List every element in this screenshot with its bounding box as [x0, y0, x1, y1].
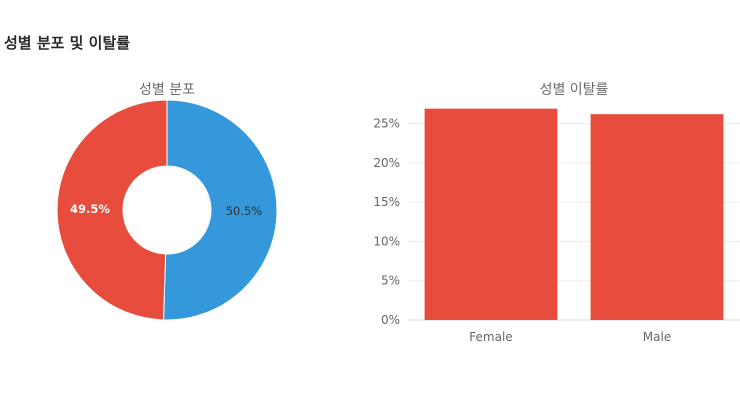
y-tick-label: 25%	[373, 117, 400, 131]
y-tick-label: 0%	[381, 313, 400, 327]
bar-title: 성별 이탈률	[540, 82, 609, 98]
y-tick-label: 15%	[373, 195, 400, 209]
bar-male[interactable]	[590, 114, 724, 321]
y-tick-label: 20%	[373, 156, 400, 170]
page-title: 성별 분포 및 이탈률	[4, 34, 131, 52]
x-tick-label: Male	[643, 330, 671, 344]
donut-title: 성별 분포	[139, 82, 195, 98]
donut-slice-male[interactable]	[163, 99, 278, 321]
donut-label-female: 49.5%	[70, 202, 110, 216]
gender-churn-bar-chart: 성별 이탈률 0% 5% 10% 15% 20% 25% Female Male	[373, 82, 740, 344]
y-tick-label: 10%	[373, 234, 400, 248]
x-tick-label: Female	[469, 330, 512, 344]
y-tick-label: 5%	[381, 274, 400, 288]
donut-label-male: 50.5%	[226, 204, 263, 218]
bar-female[interactable]	[424, 108, 558, 321]
gender-distribution-donut: 성별 분포 50.5% 49.5%	[56, 82, 278, 321]
donut-slice-female[interactable]	[56, 99, 168, 321]
